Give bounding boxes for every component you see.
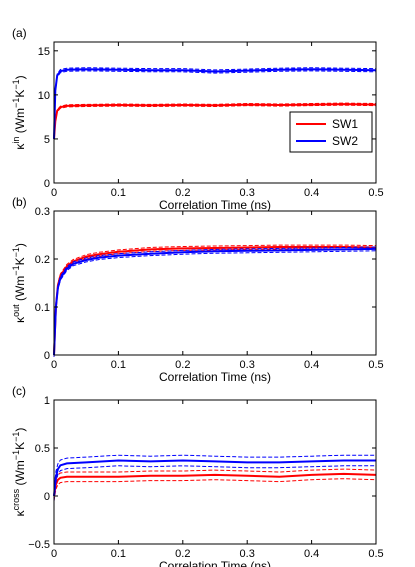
- x-tick-label: 0.2: [175, 187, 190, 199]
- y-tick-label: −0.5: [28, 539, 50, 551]
- x-tick-label: 0.1: [111, 548, 126, 560]
- x-tick-label: 0.1: [111, 187, 126, 199]
- series-sw2-lower-bound: [53, 465, 376, 502]
- series-sw1-lower-bound: [53, 478, 377, 501]
- series-sw2-line: [53, 68, 377, 139]
- panel-label: (b): [12, 195, 27, 209]
- y-axis-units-suffix: ): [13, 428, 27, 432]
- y-tick-label: 10: [38, 90, 50, 102]
- x-tick-label: 0.4: [304, 548, 319, 560]
- y-axis-title: κin (Wm−1K−1): [11, 75, 27, 149]
- y-axis-title: κout (Wm−1K−1): [11, 243, 27, 323]
- x-tick-label: 0.2: [175, 548, 190, 560]
- y-axis-units-exp1: −1: [11, 450, 21, 460]
- series-sw2-lower-bound: [53, 250, 377, 357]
- legend-label-sw1: SW1: [332, 117, 358, 131]
- y-tick-label: 0: [44, 491, 50, 503]
- panel-a: 0 0.1 0.2 0.3 0.4 0.5 0 5 10 15 Correlation Time (…: [11, 26, 384, 212]
- series-sw1-line: [53, 472, 377, 497]
- y-axis-units-prefix: (Wm: [13, 108, 27, 137]
- series-sw1-lower-bound: [53, 104, 377, 141]
- y-tick-label: 0: [44, 350, 50, 362]
- y-tick-label: 0.5: [35, 443, 50, 455]
- x-tick-label: 0: [51, 187, 57, 199]
- series-sw2-upper-bound: [53, 67, 377, 138]
- series-sw2-upper-bound: [53, 246, 377, 354]
- y-axis-units-prefix: (Wm: [13, 276, 27, 305]
- y-axis-units-exp1: −1: [11, 98, 21, 108]
- y-axis-title: κcross (Wm−1K−1): [11, 428, 27, 517]
- x-tick-label: 0.3: [240, 548, 255, 560]
- y-axis-units-exp1: −1: [11, 265, 21, 275]
- y-axis-symbol: κ: [13, 509, 27, 516]
- panel-label: (c): [12, 384, 26, 398]
- y-axis-superscript: in: [11, 137, 21, 144]
- legend-box: [289, 111, 373, 153]
- x-axis-title: Correlation Time (ns): [159, 370, 271, 384]
- y-axis-units-suffix: ): [13, 75, 27, 79]
- x-tick-label: 0.4: [304, 187, 319, 199]
- y-tick-label: 0.1: [35, 302, 50, 314]
- y-axis-superscript: out: [11, 304, 21, 317]
- x-tick-label: 0.5: [368, 187, 383, 199]
- y-tick-label: 0: [44, 178, 50, 190]
- y-tick-label: 0.2: [35, 254, 50, 266]
- y-tick-label: 1: [44, 395, 50, 407]
- x-axis-title: Correlation Time (ns): [159, 559, 271, 567]
- x-tick-label: 0: [51, 359, 57, 371]
- panel-label: (a): [12, 26, 27, 40]
- y-axis-units-exp2: −1: [11, 247, 21, 257]
- x-axis-title: Correlation Time (ns): [159, 198, 271, 212]
- series-sw1-lower-bound: [53, 248, 377, 357]
- y-axis-units-prefix: (Wm: [13, 460, 27, 489]
- series-sw2-upper-bound: [53, 454, 376, 491]
- plot-area-frame: [53, 399, 377, 545]
- x-tick-label: 0.3: [240, 359, 255, 371]
- x-tick-label: 0.5: [368, 359, 383, 371]
- x-tick-label: 0.4: [304, 359, 319, 371]
- y-axis-units-exp2: −1: [11, 432, 21, 442]
- y-axis-units-exp2: −1: [11, 79, 21, 89]
- plot-area-frame: [53, 41, 377, 184]
- y-axis-units-mid: K: [13, 442, 27, 450]
- plot-area-frame: [53, 210, 377, 356]
- series-sw1-upper-bound: [53, 468, 377, 492]
- x-tick-label: 0: [51, 548, 57, 560]
- series-sw1-line: [53, 103, 377, 139]
- x-tick-label: 0.5: [368, 548, 383, 560]
- x-tick-label: 0.3: [240, 187, 255, 199]
- x-tick-label: 0.2: [175, 359, 190, 371]
- series-sw2-line: [53, 247, 377, 356]
- y-axis-units-mid: K: [13, 90, 27, 98]
- y-tick-label: 5: [44, 134, 50, 146]
- y-axis-symbol: κ: [13, 143, 27, 150]
- y-tick-label: 15: [38, 46, 50, 58]
- y-axis-superscript: cross: [11, 488, 21, 510]
- y-axis-units-suffix: ): [13, 243, 27, 247]
- y-axis-units-mid: K: [13, 257, 27, 265]
- series-sw2-lower-bound: [53, 70, 377, 141]
- series-sw1-upper-bound: [53, 244, 377, 354]
- series-sw1-line: [53, 246, 377, 356]
- series-sw2-line: [53, 459, 376, 497]
- legend-label-sw2: SW2: [332, 134, 358, 148]
- x-tick-label: 0.1: [111, 359, 126, 371]
- y-tick-label: 0.3: [35, 206, 50, 218]
- y-axis-symbol: κ: [13, 316, 27, 323]
